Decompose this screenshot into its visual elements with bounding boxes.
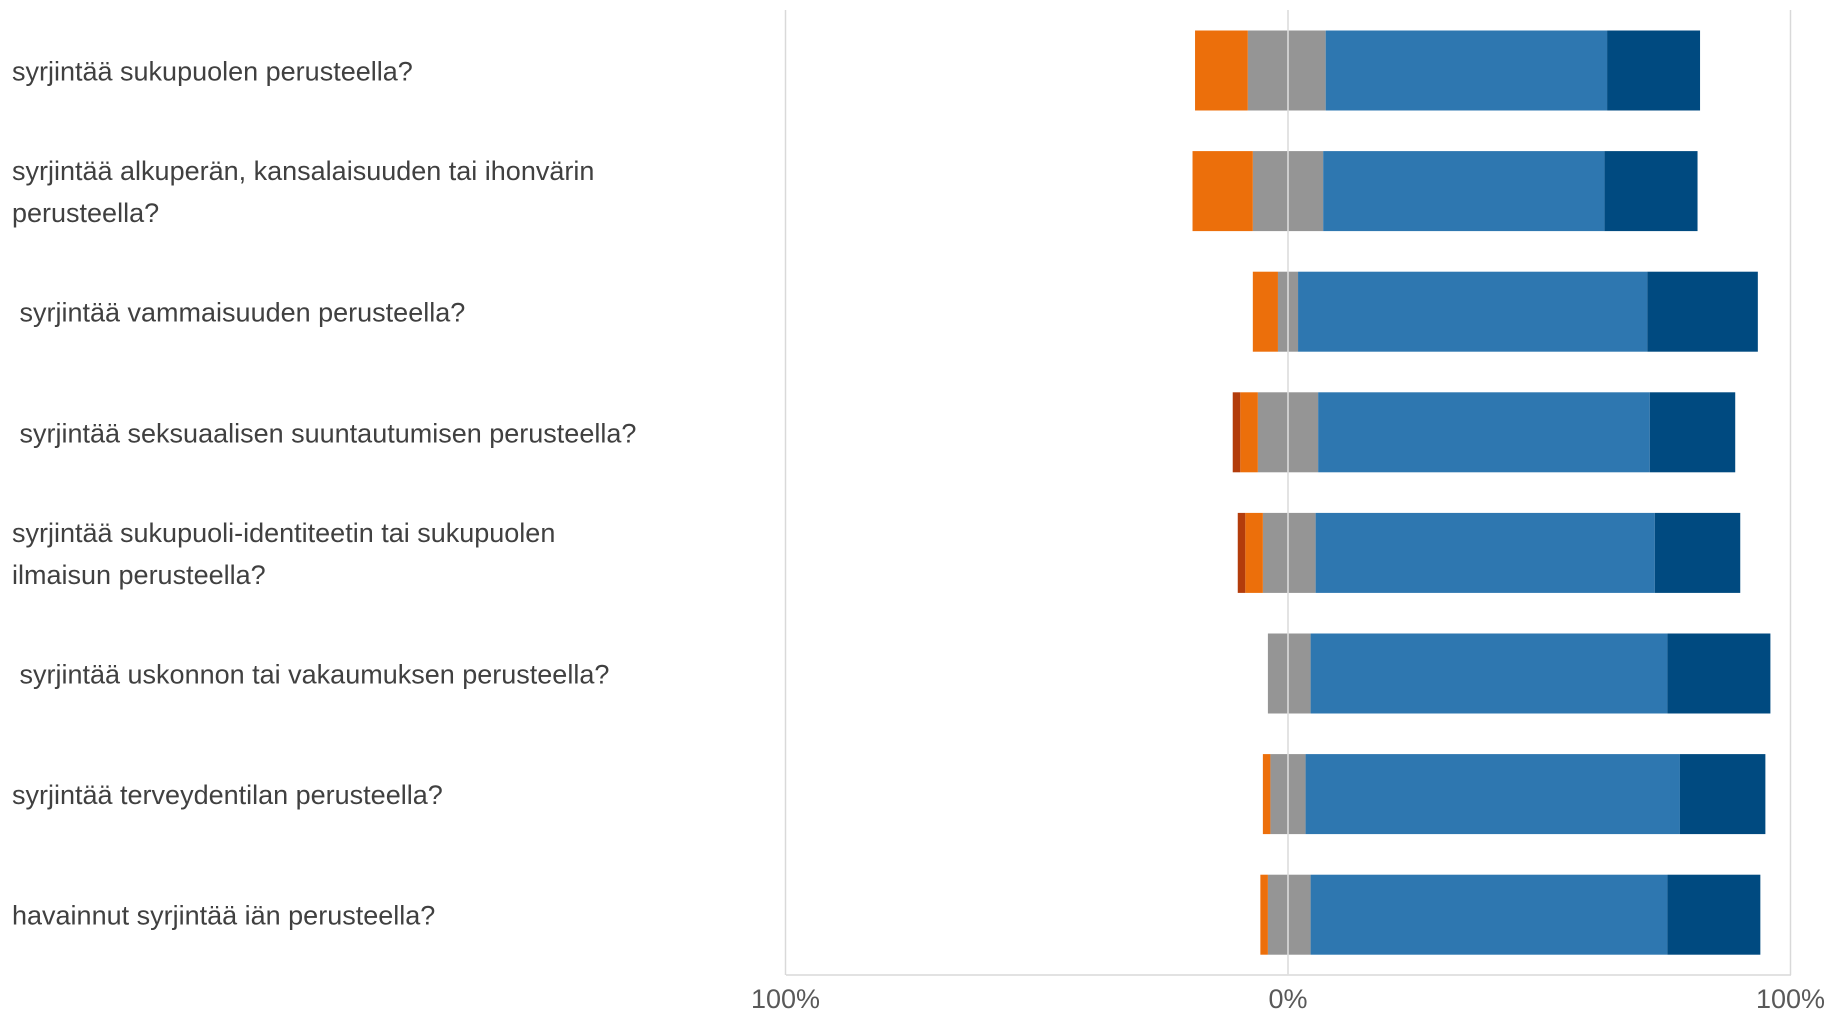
category-label-line: syrjintää seksuaalisen suuntautumisen pe… (12, 418, 636, 448)
bar-segment (1267, 633, 1288, 714)
bar-segment (1288, 392, 1319, 473)
bar-segment (1245, 512, 1263, 593)
category-label-line: syrjintää sukupuolen perusteella? (12, 57, 413, 87)
category-label-line: ilmaisun perusteella? (12, 560, 266, 590)
bar-segment (1323, 151, 1605, 232)
x-tick-label: 100% (751, 984, 820, 1012)
bar-segment (1240, 392, 1258, 473)
category-label-line: perusteella? (12, 198, 159, 228)
x-tick-label: 100% (1756, 984, 1825, 1012)
bar-segment (1649, 392, 1736, 473)
category-label-line: syrjintää uskonnon tai vakaumuksen perus… (12, 660, 609, 690)
category-label: havainnut syrjintää iän perusteella? (12, 901, 435, 931)
bar-segment (1270, 754, 1288, 835)
category-label: syrjintää uskonnon tai vakaumuksen perus… (12, 660, 609, 690)
bar-segment (1310, 874, 1668, 955)
bar-segment (1667, 874, 1761, 955)
bar-segment (1679, 754, 1766, 835)
bar-segment (1247, 30, 1288, 111)
bar-segment (1257, 392, 1288, 473)
category-label-line: syrjintää sukupuoli-identiteetin tai suk… (12, 518, 555, 548)
bar-segment (1288, 754, 1306, 835)
bar-segment (1288, 874, 1311, 955)
bar-segment (1262, 754, 1271, 835)
bar-segment (1667, 633, 1771, 714)
bar-segment (1262, 512, 1288, 593)
category-label: syrjintää sukupuolen perusteella? (12, 57, 413, 87)
bar-segment (1305, 754, 1680, 835)
bar-segment (1318, 392, 1650, 473)
category-label-line: havainnut syrjintää iän perusteella? (12, 901, 435, 931)
x-tick-label: 0% (1268, 984, 1307, 1012)
bar-segment (1288, 151, 1324, 232)
bar-segment (1195, 30, 1248, 111)
bar-segment (1288, 30, 1326, 111)
bar-segment (1647, 271, 1758, 352)
bar-segment (1237, 512, 1246, 593)
category-label: syrjintää terveydentilan perusteella? (12, 780, 443, 810)
bar-segment (1232, 392, 1241, 473)
bar-segment (1298, 271, 1648, 352)
bar-segment (1252, 271, 1278, 352)
bar-segment (1252, 151, 1288, 232)
bar-segment (1654, 512, 1741, 593)
bar-segment (1260, 874, 1268, 955)
category-label-line: syrjintää alkuperän, kansalaisuuden tai … (12, 156, 594, 186)
bar-segment (1288, 271, 1299, 352)
bar-segment (1325, 30, 1608, 111)
bar-segment (1310, 633, 1668, 714)
bar-segment (1604, 151, 1698, 232)
bar-segment (1267, 874, 1288, 955)
category-label-line: syrjintää vammaisuuden perusteella? (12, 298, 465, 328)
bar-segment (1315, 512, 1655, 593)
bar-segment (1288, 633, 1311, 714)
category-label: syrjintää seksuaalisen suuntautumisen pe… (12, 418, 636, 448)
category-label: syrjintää sukupuoli-identiteetin tai suk… (12, 518, 555, 590)
bar-segment (1607, 30, 1701, 111)
category-label-line: syrjintää terveydentilan perusteella? (12, 780, 443, 810)
bar-segment (1288, 512, 1316, 593)
category-label: syrjintää alkuperän, kansalaisuuden tai … (12, 156, 594, 228)
bar-segment (1277, 271, 1288, 352)
bar-segment (1192, 151, 1253, 232)
category-label: syrjintää vammaisuuden perusteella? (12, 298, 465, 328)
